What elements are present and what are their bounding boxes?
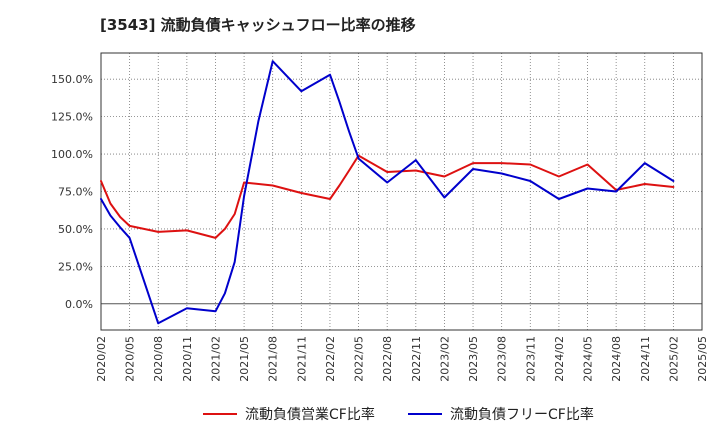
x-tick-label: 2021/05 <box>238 336 251 382</box>
series-line-free-cf <box>100 60 675 325</box>
x-tick-label: 2022/02 <box>324 336 337 382</box>
series-line-operating-cf <box>100 154 675 239</box>
legend-label-free-cf: 流動負債フリーCF比率 <box>450 407 594 423</box>
x-tick-label: 2023/11 <box>524 336 537 382</box>
series-lines <box>100 60 675 325</box>
legend-swatch-free-cf <box>408 413 442 415</box>
legend-label-operating-cf: 流動負債営業CF比率 <box>245 407 375 423</box>
legend: 流動負債営業CF比率 流動負債フリーCF比率 <box>0 404 720 428</box>
legend-swatch-operating-cf <box>203 413 237 415</box>
x-tick-label: 2023/05 <box>467 336 480 382</box>
x-axis-ticks: 2020/02 2020/05 2020/08 2020/11 2021/02 2021/… <box>95 336 709 382</box>
y-tick-label: 125.0% <box>51 111 93 124</box>
x-tick-label: 2021/02 <box>209 336 222 382</box>
line-chart: 0.0% 25.0% 50.0% 75.0% 100.0% 125.0% 150.0% 20… <box>51 52 709 382</box>
x-tick-label: 2022/05 <box>353 336 366 382</box>
x-tick-label: 2020/02 <box>95 336 108 382</box>
legend-item-free-cf: 流動負債フリーCF比率 <box>408 404 594 424</box>
x-tick-label: 2022/08 <box>381 336 394 382</box>
chart-title: [3543] 流動負債キャッシュフロー比率の推移 <box>100 16 416 34</box>
y-tick-label: 0.0% <box>65 298 93 311</box>
plot-frame <box>100 52 703 331</box>
x-tick-label: 2020/11 <box>181 336 194 382</box>
x-tick-label: 2024/05 <box>582 336 595 382</box>
y-tick-label: 75.0% <box>58 186 93 199</box>
y-tick-label: 25.0% <box>58 260 93 273</box>
x-tick-label: 2023/02 <box>438 336 451 382</box>
x-tick-label: 2022/11 <box>410 336 423 382</box>
x-tick-label: 2020/08 <box>152 336 165 382</box>
x-tick-label: 2021/11 <box>295 336 308 382</box>
x-tick-label: 2023/08 <box>496 336 509 382</box>
y-tick-label: 100.0% <box>51 148 93 161</box>
x-tick-label: 2024/02 <box>553 336 566 382</box>
x-tick-label: 2025/05 <box>696 336 709 382</box>
x-tick-label: 2024/11 <box>639 336 652 382</box>
y-axis-ticks: 0.0% 25.0% 50.0% 75.0% 100.0% 125.0% 150.0% <box>51 73 93 311</box>
x-tick-label: 2025/02 <box>667 336 680 382</box>
grid <box>101 53 702 330</box>
x-tick-label: 2024/08 <box>610 336 623 382</box>
legend-item-operating-cf: 流動負債営業CF比率 <box>203 404 375 424</box>
x-tick-label: 2020/05 <box>124 336 137 382</box>
y-tick-label: 150.0% <box>51 73 93 86</box>
x-tick-label: 2021/08 <box>267 336 280 382</box>
y-tick-label: 50.0% <box>58 223 93 236</box>
